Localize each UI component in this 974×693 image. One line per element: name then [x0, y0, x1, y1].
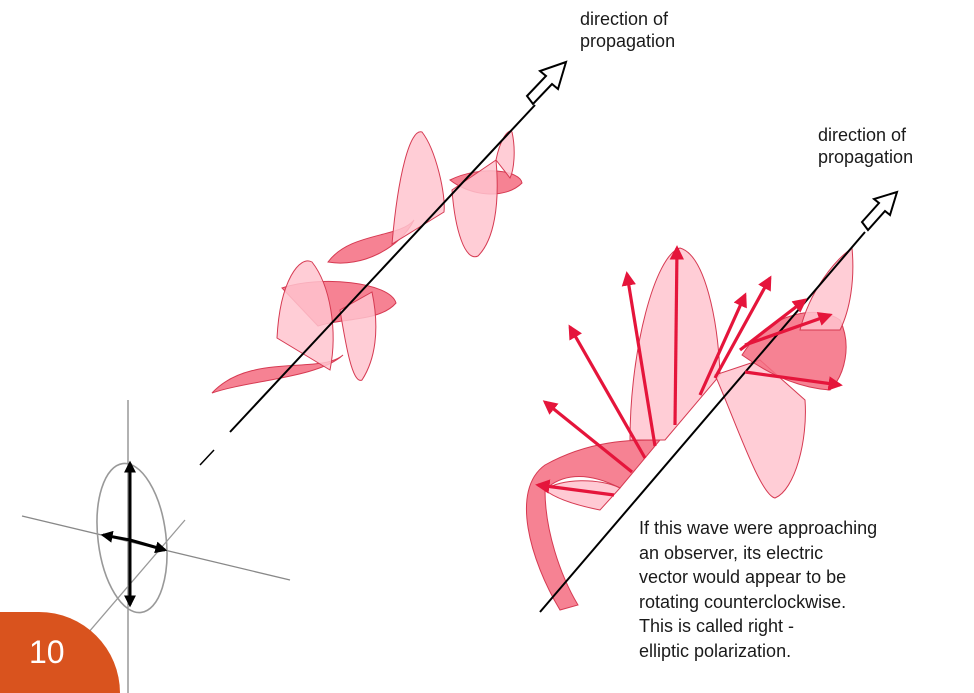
- polarization-ellipse: [96, 462, 168, 614]
- caption-line: This is called right -: [639, 616, 795, 636]
- e-vector-2: [542, 400, 634, 474]
- electric-field-vectors: [535, 245, 843, 497]
- polarization-caption: If this wave were approaching an observe…: [639, 516, 969, 663]
- right-direction-arrow-icon: [860, 190, 899, 232]
- e-vector-7: [713, 275, 772, 379]
- e-vector-6: [698, 292, 747, 396]
- ellipse-axis-diagonal: [81, 519, 186, 641]
- left-wave-group: [199, 60, 568, 466]
- left-wave-lobe-h1: [211, 354, 344, 394]
- left-wave-lobe-v4: [451, 159, 498, 258]
- caption-line: vector would appear to be: [639, 567, 847, 587]
- right-wave-lobe-upper: [741, 311, 847, 391]
- e-vector-3: [568, 324, 647, 459]
- right-direction-label-line2: propagation: [818, 147, 914, 167]
- left-propagation-axis: [229, 104, 536, 433]
- caption-line: If this wave were approaching: [639, 518, 878, 538]
- slide-number-badge: 10: [0, 612, 120, 693]
- right-direction-label: direction of propagation: [818, 124, 913, 168]
- left-direction-label-line1: direction of: [580, 9, 669, 29]
- e-vector-9: [744, 312, 833, 347]
- left-direction-label: direction of propagation: [580, 8, 675, 52]
- e-vector-4: [621, 271, 657, 447]
- slide-number: 10: [29, 634, 65, 670]
- left-wave-lobe-v5: [495, 130, 515, 179]
- right-wave-group: [525, 190, 899, 613]
- caption-line: elliptic polarization.: [639, 640, 792, 661]
- caption-line: rotating counterclockwise.: [639, 591, 847, 612]
- left-direction-arrow-icon: [525, 60, 568, 106]
- left-wave-lobe-v1: [276, 260, 334, 371]
- e-vector-10: [744, 370, 843, 391]
- polarization-ellipse-view: [21, 400, 291, 693]
- right-propagation-axis: [539, 231, 866, 613]
- left-direction-label-line2: propagation: [580, 31, 676, 51]
- ellipse-vector-left: [100, 530, 131, 543]
- left-wave-lobe-v2: [339, 291, 377, 381]
- e-vector-1: [535, 479, 615, 497]
- caption-line: an observer, its electric: [639, 542, 824, 563]
- left-axis-dash: [199, 449, 215, 466]
- right-direction-label-line1: direction of: [818, 125, 907, 145]
- left-wave-lobe-v3: [391, 131, 445, 245]
- e-vector-5: [669, 245, 685, 426]
- right-wave-lobe-mid: [714, 359, 806, 499]
- ellipse-vector-right: [129, 538, 168, 554]
